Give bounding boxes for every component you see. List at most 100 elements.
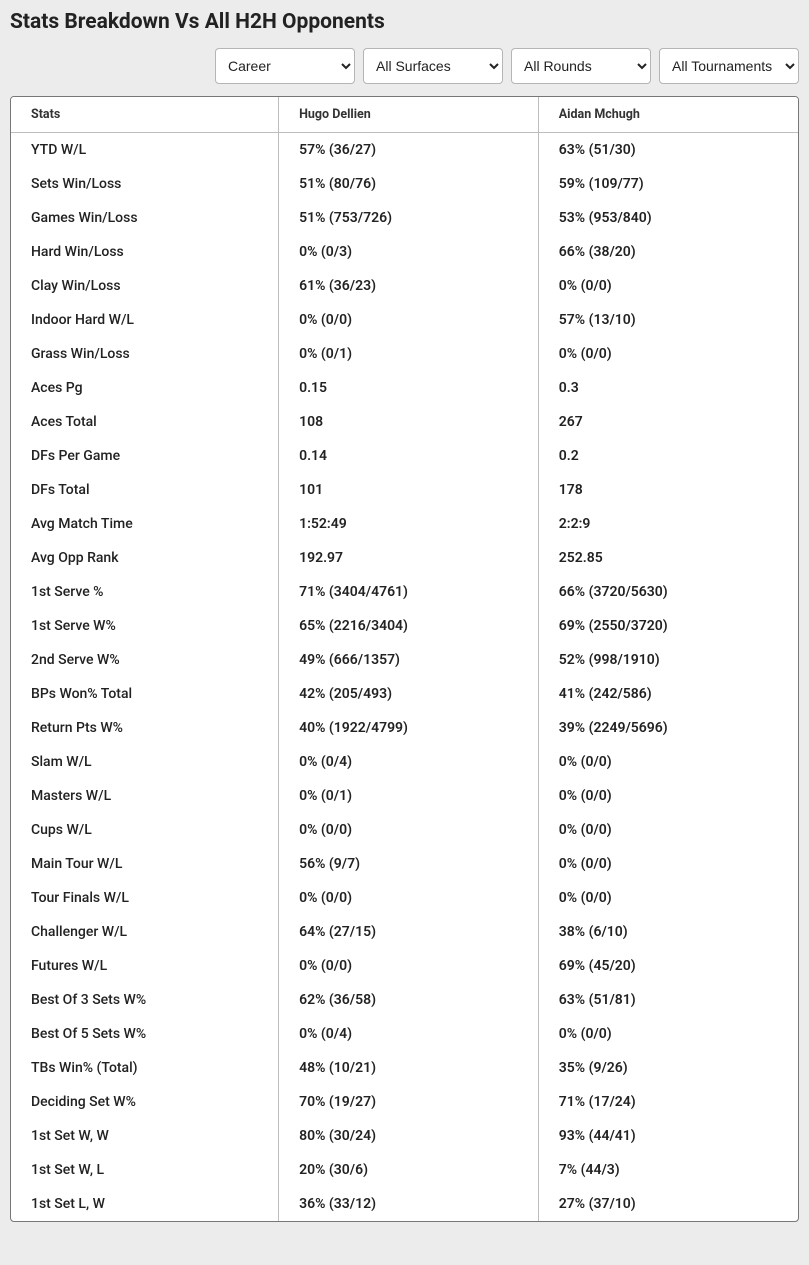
stat-value-player1: 51% (753/726) (279, 201, 539, 235)
table-row: Aces Total108267 (11, 405, 798, 439)
stat-value-player2: 0% (0/0) (538, 881, 798, 915)
table-row: 1st Serve W%65% (2216/3404)69% (2550/372… (11, 609, 798, 643)
stat-value-player1: 42% (205/493) (279, 677, 539, 711)
table-row: Clay Win/Loss61% (36/23)0% (0/0) (11, 269, 798, 303)
stats-breakdown-container: Stats Breakdown Vs All H2H Opponents Car… (0, 0, 809, 1232)
stat-label: Sets Win/Loss (11, 167, 279, 201)
table-row: Return Pts W%40% (1922/4799)39% (2249/56… (11, 711, 798, 745)
stat-value-player2: 2:2:9 (538, 507, 798, 541)
stat-value-player2: 52% (998/1910) (538, 643, 798, 677)
stat-value-player2: 0% (0/0) (538, 847, 798, 881)
stat-label: Challenger W/L (11, 915, 279, 949)
stat-label: DFs Per Game (11, 439, 279, 473)
col-player1: Hugo Dellien (279, 97, 539, 133)
table-row: Grass Win/Loss0% (0/1)0% (0/0) (11, 337, 798, 371)
stats-table-wrap: Stats Hugo Dellien Aidan Mchugh YTD W/L5… (10, 96, 799, 1222)
table-row: Games Win/Loss51% (753/726)53% (953/840) (11, 201, 798, 235)
stat-value-player2: 69% (45/20) (538, 949, 798, 983)
table-row: Sets Win/Loss51% (80/76)59% (109/77) (11, 167, 798, 201)
stat-value-player1: 57% (36/27) (279, 133, 539, 168)
stat-value-player2: 71% (17/24) (538, 1085, 798, 1119)
table-row: Aces Pg0.150.3 (11, 371, 798, 405)
stat-label: Best Of 5 Sets W% (11, 1017, 279, 1051)
stat-label: Grass Win/Loss (11, 337, 279, 371)
stat-value-player1: 108 (279, 405, 539, 439)
stat-label: DFs Total (11, 473, 279, 507)
stat-value-player2: 35% (9/26) (538, 1051, 798, 1085)
stat-value-player1: 49% (666/1357) (279, 643, 539, 677)
stat-value-player1: 80% (30/24) (279, 1119, 539, 1153)
stat-label: Slam W/L (11, 745, 279, 779)
table-row: 1st Set L, W36% (33/12)27% (37/10) (11, 1187, 798, 1221)
stat-value-player1: 61% (36/23) (279, 269, 539, 303)
table-row: Futures W/L0% (0/0)69% (45/20) (11, 949, 798, 983)
stat-value-player1: 64% (27/15) (279, 915, 539, 949)
stat-value-player1: 40% (1922/4799) (279, 711, 539, 745)
stat-label: TBs Win% (Total) (11, 1051, 279, 1085)
career-select[interactable]: Career (215, 48, 355, 84)
stat-label: 1st Serve % (11, 575, 279, 609)
stat-value-player2: 0% (0/0) (538, 745, 798, 779)
stat-value-player2: 66% (3720/5630) (538, 575, 798, 609)
filter-bar: Career All Surfaces All Rounds All Tourn… (10, 48, 799, 84)
stat-value-player2: 0.3 (538, 371, 798, 405)
stat-label: Futures W/L (11, 949, 279, 983)
table-row: 2nd Serve W%49% (666/1357)52% (998/1910) (11, 643, 798, 677)
stat-value-player2: 252.85 (538, 541, 798, 575)
stat-value-player2: 63% (51/30) (538, 133, 798, 168)
stat-value-player2: 0.2 (538, 439, 798, 473)
stat-value-player2: 0% (0/0) (538, 269, 798, 303)
stat-value-player1: 192.97 (279, 541, 539, 575)
stat-value-player2: 267 (538, 405, 798, 439)
stat-label: Tour Finals W/L (11, 881, 279, 915)
stat-value-player1: 0.15 (279, 371, 539, 405)
tournaments-select[interactable]: All Tournaments (659, 48, 799, 84)
table-row: Avg Match Time1:52:492:2:9 (11, 507, 798, 541)
stat-value-player1: 0% (0/1) (279, 779, 539, 813)
stat-value-player1: 0% (0/4) (279, 1017, 539, 1051)
table-row: Deciding Set W%70% (19/27)71% (17/24) (11, 1085, 798, 1119)
stat-value-player2: 57% (13/10) (538, 303, 798, 337)
stat-value-player1: 0% (0/0) (279, 303, 539, 337)
stat-label: Main Tour W/L (11, 847, 279, 881)
stat-label: Masters W/L (11, 779, 279, 813)
surfaces-select[interactable]: All Surfaces (363, 48, 503, 84)
table-row: 1st Serve %71% (3404/4761)66% (3720/5630… (11, 575, 798, 609)
stat-value-player2: 7% (44/3) (538, 1153, 798, 1187)
stat-value-player1: 0% (0/4) (279, 745, 539, 779)
stat-label: Cups W/L (11, 813, 279, 847)
stat-label: Avg Opp Rank (11, 541, 279, 575)
table-row: BPs Won% Total42% (205/493)41% (242/586) (11, 677, 798, 711)
table-row: DFs Per Game0.140.2 (11, 439, 798, 473)
table-row: Avg Opp Rank192.97252.85 (11, 541, 798, 575)
stat-value-player2: 0% (0/0) (538, 1017, 798, 1051)
stat-value-player2: 27% (37/10) (538, 1187, 798, 1221)
table-row: 1st Set W, W80% (30/24)93% (44/41) (11, 1119, 798, 1153)
stat-label: Return Pts W% (11, 711, 279, 745)
stat-value-player1: 70% (19/27) (279, 1085, 539, 1119)
stat-label: 1st Set W, W (11, 1119, 279, 1153)
stat-value-player1: 65% (2216/3404) (279, 609, 539, 643)
stat-label: Clay Win/Loss (11, 269, 279, 303)
stat-value-player2: 93% (44/41) (538, 1119, 798, 1153)
stat-value-player1: 0% (0/1) (279, 337, 539, 371)
stat-label: BPs Won% Total (11, 677, 279, 711)
table-row: Masters W/L0% (0/1)0% (0/0) (11, 779, 798, 813)
stat-value-player2: 39% (2249/5696) (538, 711, 798, 745)
table-row: Best Of 3 Sets W%62% (36/58)63% (51/81) (11, 983, 798, 1017)
table-row: Best Of 5 Sets W%0% (0/4)0% (0/0) (11, 1017, 798, 1051)
stat-label: 1st Serve W% (11, 609, 279, 643)
stat-value-player1: 62% (36/58) (279, 983, 539, 1017)
table-row: 1st Set W, L20% (30/6)7% (44/3) (11, 1153, 798, 1187)
table-row: Challenger W/L64% (27/15)38% (6/10) (11, 915, 798, 949)
stat-label: Hard Win/Loss (11, 235, 279, 269)
stat-value-player1: 0% (0/0) (279, 813, 539, 847)
stat-label: Best Of 3 Sets W% (11, 983, 279, 1017)
stat-value-player1: 0% (0/3) (279, 235, 539, 269)
stat-value-player1: 0.14 (279, 439, 539, 473)
stat-value-player1: 0% (0/0) (279, 881, 539, 915)
stat-value-player1: 101 (279, 473, 539, 507)
stat-value-player1: 1:52:49 (279, 507, 539, 541)
stat-value-player2: 38% (6/10) (538, 915, 798, 949)
rounds-select[interactable]: All Rounds (511, 48, 651, 84)
